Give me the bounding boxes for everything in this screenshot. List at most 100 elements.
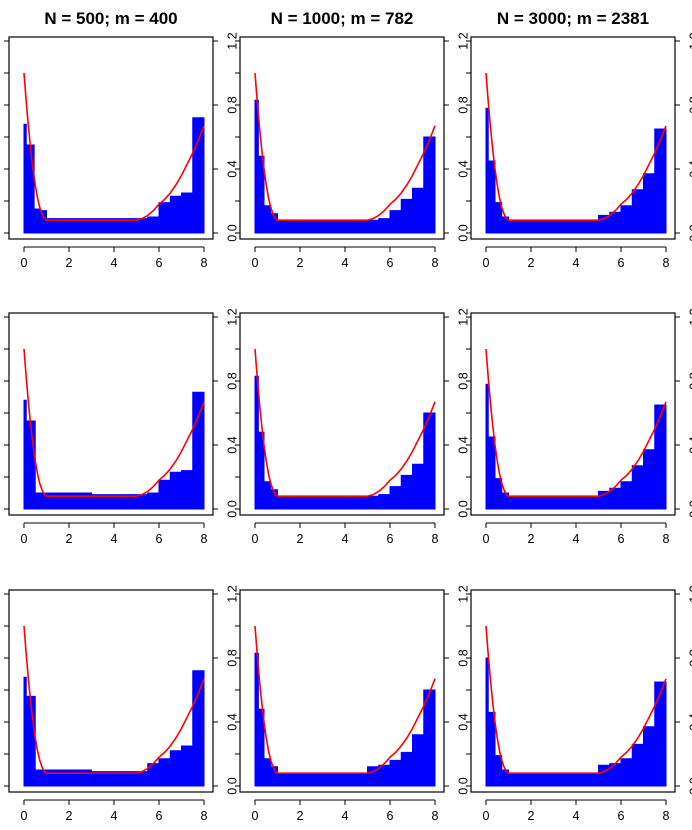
y-tick-label: 0.4 xyxy=(456,436,470,453)
x-tick-label: 6 xyxy=(387,532,394,546)
y-tick-label: 0.4 xyxy=(687,436,692,453)
x-tick-label: 0 xyxy=(483,532,490,546)
panel-row2-col2: 0.0 0.4 0.8 1.2 0 2 4 6 8 xyxy=(235,308,470,546)
panel-row3-col2: 0.0 0.4 0.8 1.2 0 2 4 6 8 xyxy=(235,585,470,823)
density-area xyxy=(23,391,205,510)
x-tick-label: 4 xyxy=(111,256,118,270)
x-tick-label: 2 xyxy=(66,532,73,546)
x-tick-label: 6 xyxy=(618,532,625,546)
y-tick-label: 1.2 xyxy=(456,585,470,602)
x-tick-label: 8 xyxy=(201,809,208,823)
y-tick-label: 0.0 xyxy=(687,500,692,517)
y-tick-label: 0.8 xyxy=(225,372,239,389)
density-area xyxy=(254,99,436,234)
x-tick-label: 6 xyxy=(387,809,394,823)
x-tick-label: 6 xyxy=(156,532,163,546)
x-tick-label: 8 xyxy=(201,532,208,546)
y-tick-label: 1.2 xyxy=(687,32,692,49)
x-tick-label: 0 xyxy=(483,256,490,270)
y-tick-label: 1.2 xyxy=(225,32,239,49)
y-tick-label: 1.2 xyxy=(225,308,239,325)
panels: 0.00.40.81.20 2 4 6 8N = 500; m = 4000.00.40… xyxy=(4,9,692,823)
x-tick-label: 0 xyxy=(252,256,259,270)
x-tick-label: 0 xyxy=(21,532,28,546)
x-tick-label: 2 xyxy=(297,532,304,546)
x-tick-label: 4 xyxy=(342,532,349,546)
y-tick-label: 0.8 xyxy=(456,372,470,389)
reference-curve xyxy=(485,72,667,221)
x-tick-label: 0 xyxy=(21,256,28,270)
x-tick-label: 0 xyxy=(252,532,259,546)
x-tick-label: 6 xyxy=(387,256,394,270)
y-tick-label: 0.4 xyxy=(456,713,470,730)
x-tick-label: 6 xyxy=(156,256,163,270)
plot-frame xyxy=(8,312,214,516)
reference-curve xyxy=(254,625,436,775)
panel-row3-col1: 0.0 0.4 0.8 1.2 0 2 4 6 8 xyxy=(4,585,239,823)
reference-curve xyxy=(254,72,436,221)
y-tick-label: 0.8 xyxy=(456,649,470,666)
reference-curve xyxy=(23,625,205,775)
y-tick-label: 0.0 xyxy=(687,777,692,794)
y-tick-label: 0.8 xyxy=(225,96,239,113)
x-tick-label: 2 xyxy=(528,256,535,270)
x-tick-label: 2 xyxy=(297,809,304,823)
y-tick-label: 0.0 xyxy=(456,777,470,794)
reference-curve xyxy=(485,625,667,775)
y-tick-label: 0.0 xyxy=(456,500,470,517)
y-tick-label: 0.4 xyxy=(456,160,470,177)
y-tick-label: 1.2 xyxy=(456,308,470,325)
plot-frame xyxy=(239,36,445,240)
x-tick-label: 2 xyxy=(528,809,535,823)
x-tick-label: 6 xyxy=(618,809,625,823)
x-tick-label: 8 xyxy=(201,256,208,270)
plot-frame xyxy=(8,36,214,240)
panel-row2-col1: 0.0 0.4 0.8 1.2 0 2 4 6 8 xyxy=(4,308,239,546)
y-tick-label: 0.8 xyxy=(687,372,692,389)
x-tick-label: 8 xyxy=(432,532,439,546)
x-tick-label: 2 xyxy=(66,256,73,270)
plot-frame xyxy=(470,36,676,240)
y-tick-label: 1.2 xyxy=(456,32,470,49)
x-tick-label: 0 xyxy=(21,809,28,823)
y-tick-label: 0.0 xyxy=(456,224,470,241)
y-tick-label: 0.4 xyxy=(225,436,239,453)
panel-row1-col1: 0.0 0.4 0.8 1.2 0 2 4 6 8 N = 500; m = 400 xyxy=(4,9,239,270)
x-tick-label: 8 xyxy=(663,809,670,823)
panel-title: N = 1000; m = 782 xyxy=(271,9,414,28)
plot-frame xyxy=(8,589,214,793)
x-tick-label: 8 xyxy=(432,809,439,823)
x-tick-label: 8 xyxy=(432,256,439,270)
x-tick-label: 0 xyxy=(483,809,490,823)
plot-frame xyxy=(239,312,445,516)
y-tick-label: 0.0 xyxy=(225,224,239,241)
y-tick-label: 0.8 xyxy=(225,649,239,666)
panel-row2-col3: 0.0 0.4 0.8 1.2 0 2 4 6 8 xyxy=(466,308,692,546)
y-tick-label: 0.4 xyxy=(225,713,239,730)
plot-frame xyxy=(239,589,445,793)
panel-row1-col2: 0.0 0.4 0.8 1.2 0 2 4 6 8 N = 1000; m = 782 xyxy=(235,9,470,270)
y-tick-label: 0.8 xyxy=(687,96,692,113)
x-tick-label: 4 xyxy=(111,532,118,546)
x-tick-label: 4 xyxy=(111,809,118,823)
y-tick-label: 0.4 xyxy=(687,713,692,730)
x-tick-label: 4 xyxy=(342,256,349,270)
y-tick-label: 0.4 xyxy=(225,160,239,177)
y-tick-label: 0.0 xyxy=(225,500,239,517)
x-tick-label: 8 xyxy=(663,256,670,270)
x-tick-label: 4 xyxy=(573,256,580,270)
plot-frame xyxy=(470,589,676,793)
plot-frame xyxy=(470,312,676,516)
y-tick-label: 1.2 xyxy=(687,308,692,325)
x-tick-label: 8 xyxy=(663,532,670,546)
reference-curve xyxy=(485,348,667,498)
x-tick-label: 2 xyxy=(66,809,73,823)
density-area xyxy=(254,375,436,510)
x-tick-label: 4 xyxy=(342,809,349,823)
reference-curve xyxy=(254,348,436,498)
panel-row3-col3: 0.0 0.4 0.8 1.2 0 2 4 6 8 xyxy=(466,585,692,823)
panel-title: N = 500; m = 400 xyxy=(44,9,177,28)
x-tick-label: 2 xyxy=(528,532,535,546)
